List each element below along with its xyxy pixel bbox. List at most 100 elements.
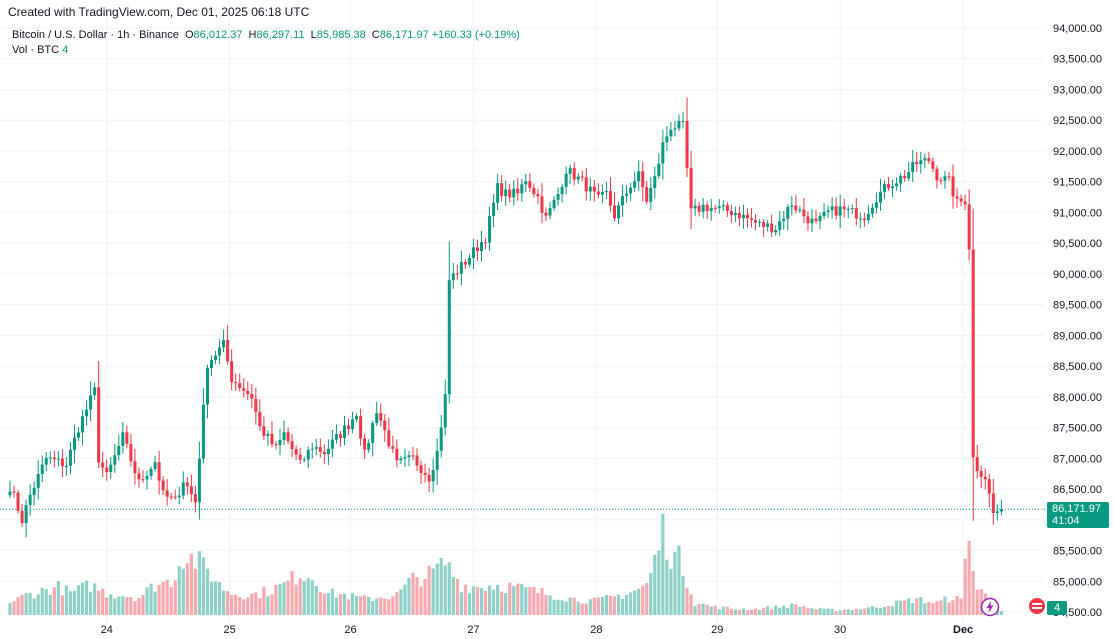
volume-bar: [117, 596, 121, 615]
volume-bar: [250, 593, 254, 615]
candle-body: [363, 438, 367, 450]
volume-bar: [657, 550, 661, 615]
volume-bar: [350, 592, 355, 615]
candle-body: [725, 205, 729, 212]
candle-body: [822, 211, 826, 217]
price-tick-label: 87,500.00: [1053, 423, 1102, 435]
volume-bar: [302, 581, 306, 615]
candle-body: [56, 458, 60, 460]
candle-body: [371, 423, 375, 443]
volume-bar: [895, 600, 899, 615]
volume-bar: [818, 607, 822, 615]
candle-body: [302, 459, 306, 461]
time-axis: 24 25 26 27 28 29 30 Dec: [101, 624, 974, 636]
candle-body: [105, 467, 109, 473]
volume-bar: [741, 608, 746, 615]
volume-bar: [213, 581, 218, 615]
volume-bar: [149, 583, 153, 615]
candle-body: [540, 196, 544, 213]
volume-bar: [927, 601, 931, 615]
candle-body: [709, 207, 713, 212]
price-tick-label: 87,000.00: [1053, 453, 1102, 465]
volume-bar: [209, 581, 214, 615]
volume-bar: [423, 579, 427, 615]
volume-bar: [483, 591, 488, 615]
volume-bar: [427, 565, 431, 615]
candle-body: [165, 490, 169, 497]
volume-bar: [665, 559, 669, 615]
candle-body: [347, 425, 351, 430]
high-label: H: [248, 29, 257, 41]
candle-body: [947, 176, 951, 178]
volume-label: Vol · BTC: [12, 44, 60, 56]
candle-body: [294, 449, 298, 455]
candle-body: [520, 184, 524, 194]
volume-bar: [810, 608, 814, 615]
candle-body: [782, 218, 786, 222]
candle-body: [282, 432, 286, 440]
volume-bar: [737, 609, 742, 615]
candle-body: [786, 206, 790, 219]
volume-bar: [89, 591, 93, 615]
candle-body: [516, 188, 520, 194]
volume-bar: [52, 587, 56, 615]
volume-bar: [798, 606, 802, 615]
candle-body: [423, 472, 427, 475]
candle-body: [306, 449, 310, 460]
volume-bar: [689, 594, 693, 615]
volume-bar: [669, 568, 673, 615]
candle-body: [129, 443, 133, 462]
volume-bar: [870, 606, 875, 615]
candle-body: [93, 387, 97, 396]
volume-bar: [717, 609, 721, 615]
candle-body: [927, 158, 931, 162]
volume-bar: [886, 605, 891, 615]
candle-body: [12, 491, 16, 493]
candle-body: [443, 394, 447, 428]
candle-body: [608, 191, 612, 206]
candle-body: [101, 462, 105, 468]
candle-body: [246, 390, 250, 394]
candle-body: [995, 511, 999, 514]
volume-bar: [616, 594, 621, 615]
volume-bar: [68, 591, 73, 615]
volume-bar: [532, 586, 536, 615]
volume-bar: [246, 597, 250, 615]
volume-bar: [439, 557, 443, 615]
candle-body: [798, 209, 802, 211]
volume-bar: [226, 591, 230, 615]
time-tick-label: 25: [224, 624, 236, 636]
candle-body: [814, 218, 818, 222]
candle-body: [32, 487, 36, 495]
flag-icon[interactable]: [1028, 597, 1046, 615]
candle-body: [504, 189, 508, 197]
candle-body: [669, 129, 673, 137]
volume-bar: [129, 597, 133, 615]
volume-bar: [923, 603, 927, 615]
candle-body: [919, 160, 923, 165]
volume-bar: [274, 584, 278, 615]
volume-bar: [862, 608, 866, 615]
candle-body: [629, 187, 633, 194]
lightning-icon[interactable]: [980, 597, 1000, 617]
candle-body: [830, 206, 834, 211]
volume-bar: [145, 587, 149, 615]
candle-body: [721, 205, 725, 207]
time-tick-label: 26: [344, 624, 356, 636]
volume-bar: [790, 603, 794, 615]
volume-bar: [286, 580, 290, 615]
candle-body: [596, 191, 600, 195]
candle-body: [355, 416, 359, 420]
volume-bar: [604, 594, 609, 615]
volume-bar: [326, 592, 330, 615]
volume-bar: [661, 513, 665, 615]
volume-bar: [697, 604, 701, 615]
volume-bar: [592, 597, 596, 615]
candle-body: [556, 193, 560, 200]
volume-bar: [834, 611, 838, 615]
volume-bar: [294, 584, 298, 615]
candle-body: [741, 214, 745, 219]
volume-bar: [713, 605, 717, 615]
candle-body: [254, 398, 258, 412]
